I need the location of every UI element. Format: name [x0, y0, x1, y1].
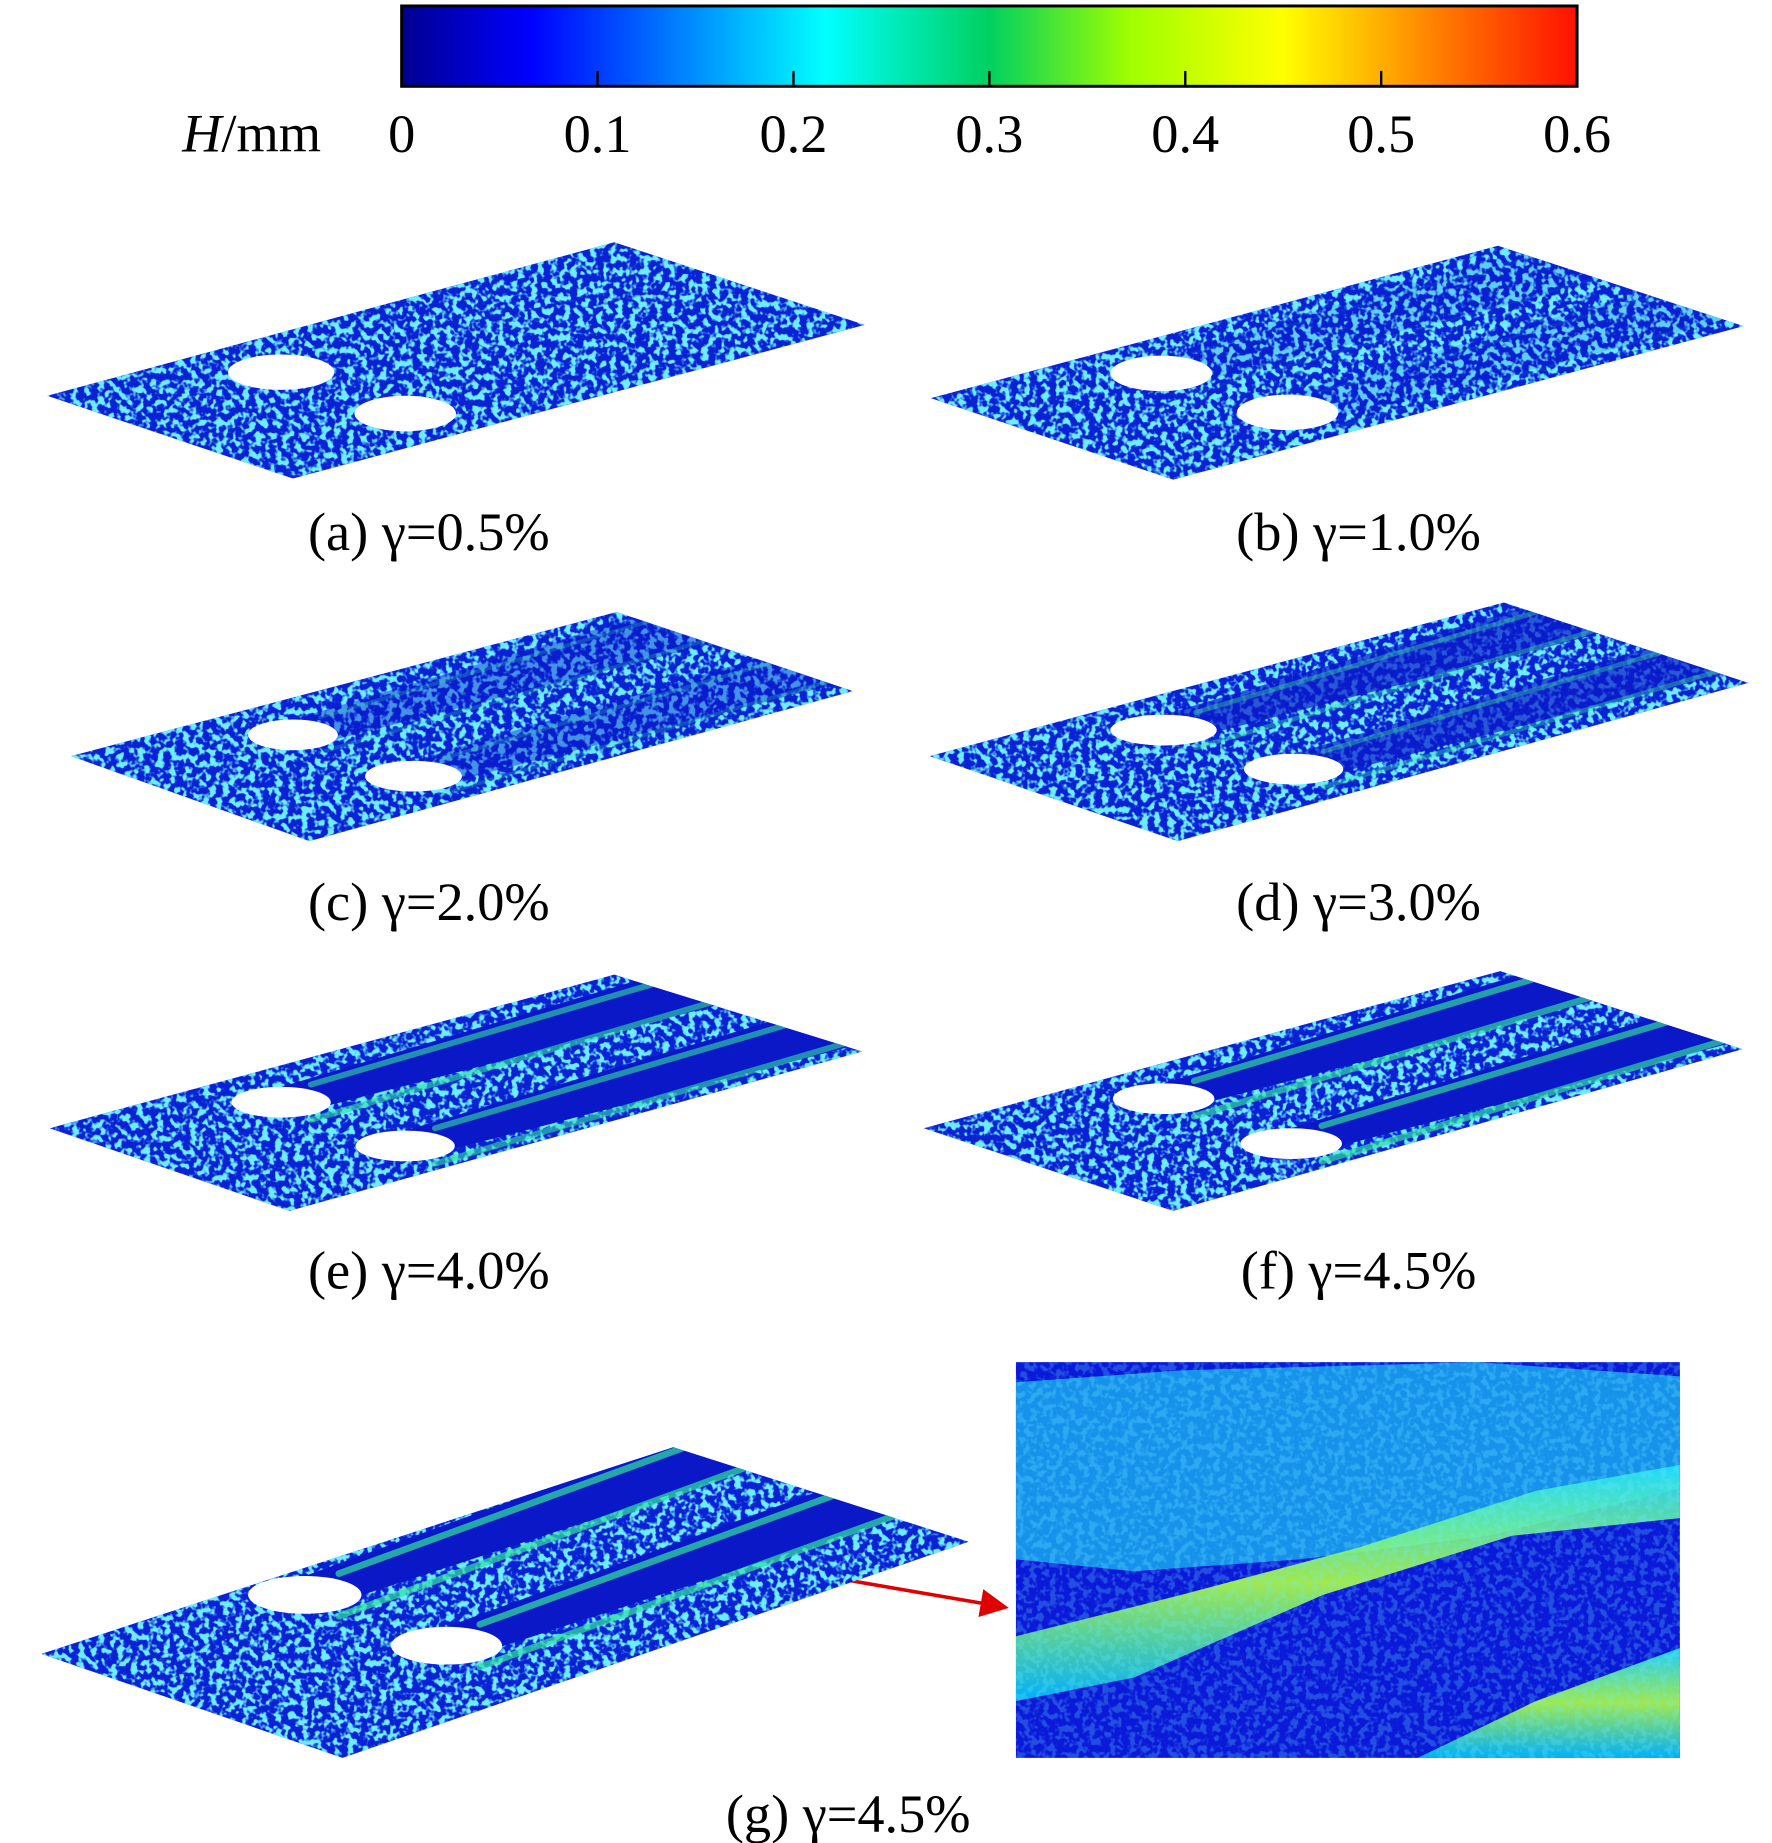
inset — [1015, 1362, 1680, 1758]
panel-label: (g) γ=4.5% — [726, 1784, 971, 1843]
wake — [1163, 971, 1734, 1115]
panel-label: (b) γ=1.0% — [1236, 502, 1481, 562]
hole — [231, 1086, 331, 1118]
hole — [1110, 714, 1217, 746]
plate-texture — [41, 1447, 969, 1758]
tick-label: 0.3 — [955, 104, 1023, 164]
contour-panel — [929, 602, 1749, 842]
hole — [248, 1575, 362, 1614]
plate-texture — [47, 242, 865, 479]
panel-label: (d) γ=3.0% — [1236, 872, 1481, 932]
plate-texture — [929, 602, 1749, 842]
damage-band — [476, 1447, 969, 1628]
damage-band — [1316, 277, 1744, 434]
plate-texture — [49, 974, 863, 1211]
wake — [304, 1447, 931, 1614]
hole — [248, 719, 338, 751]
damage-band — [432, 1001, 863, 1167]
damage-band — [318, 611, 839, 720]
contour-panel — [47, 242, 865, 479]
hole — [355, 1130, 455, 1162]
tick-label: 0 — [388, 104, 415, 164]
damage-band — [432, 974, 863, 1132]
hole — [1112, 1083, 1215, 1115]
panel-label: (a) γ=0.5% — [308, 502, 550, 562]
contour-panel — [41, 1447, 969, 1758]
damage-band — [1320, 626, 1749, 790]
panel-label: (c) γ=2.0% — [308, 872, 550, 932]
plate-texture — [923, 971, 1743, 1211]
hole — [227, 354, 335, 390]
hole — [365, 760, 462, 792]
damage-band — [440, 611, 853, 761]
damage-band — [1320, 602, 1749, 754]
damage-band — [335, 1447, 935, 1620]
wake — [1161, 245, 1732, 392]
hole — [1243, 753, 1344, 785]
contour-panel — [70, 611, 853, 842]
damage-band — [476, 1447, 969, 1671]
label-unit: /mm — [221, 104, 321, 164]
tick-label: 0.6 — [1543, 104, 1611, 164]
damage-band — [440, 641, 853, 796]
damage-band — [1318, 971, 1743, 1130]
plate-texture — [930, 245, 1744, 480]
hole — [354, 395, 456, 432]
hole — [1240, 1128, 1342, 1159]
tick-label: 0.5 — [1347, 104, 1415, 164]
wake — [1163, 602, 1735, 746]
wake — [292, 611, 837, 751]
contour-panel — [923, 971, 1743, 1211]
damage-band — [307, 974, 858, 1088]
panel-label: (e) γ=4.0% — [308, 1240, 550, 1300]
plate-texture — [70, 611, 853, 842]
hole — [1236, 394, 1339, 431]
hole — [1110, 355, 1213, 392]
damage-band — [1190, 245, 1734, 355]
inset-texture — [1015, 1362, 1680, 1758]
damage-band — [1190, 971, 1737, 1085]
tick-label: 0.2 — [760, 104, 828, 164]
label-symbol: H — [181, 104, 224, 164]
damage-band — [1193, 602, 1737, 715]
wake — [281, 974, 855, 1118]
damage-band — [1318, 996, 1743, 1165]
contour-panel — [930, 245, 1744, 480]
tick-label: 0.4 — [1151, 104, 1219, 164]
damage-band — [1316, 245, 1744, 394]
tick-label: 0.1 — [564, 104, 632, 164]
hole — [391, 1626, 503, 1665]
damage-band — [335, 1447, 935, 1577]
panel-label: (f) γ=4.5% — [1241, 1240, 1477, 1300]
colorbar-label: H/mm — [181, 104, 321, 164]
contour-panel — [49, 974, 863, 1211]
